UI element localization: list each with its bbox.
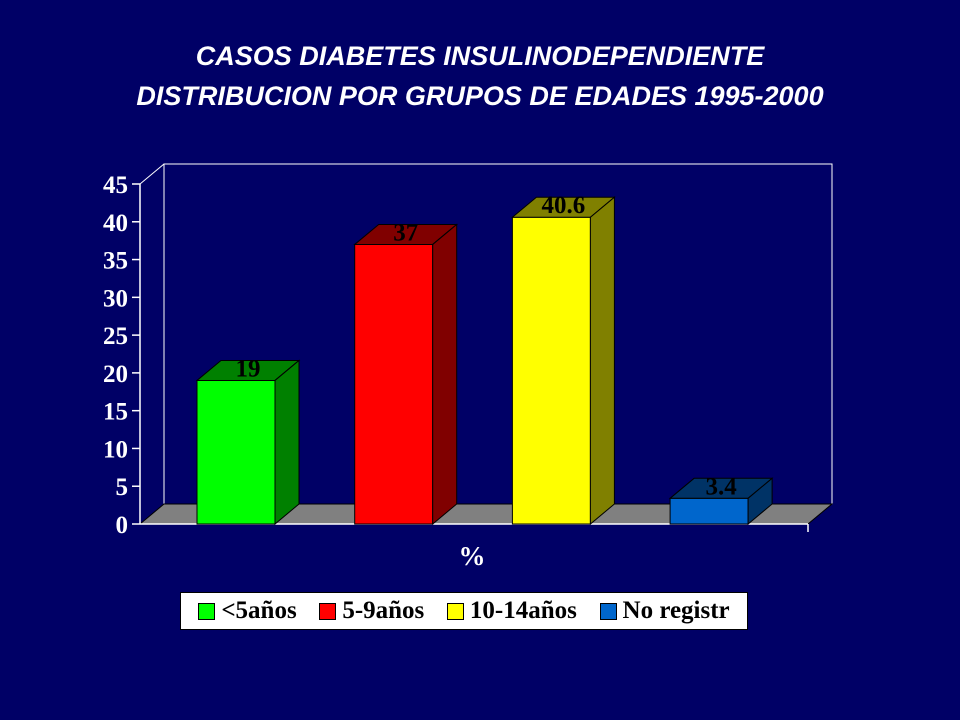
y-tick-label-15: 15 — [103, 399, 128, 426]
bar-side-10-14a-os — [589, 196, 615, 526]
y-tick-label-45: 45 — [103, 172, 128, 199]
legend-label-lt5: <5años — [221, 597, 297, 624]
y-tick-label-40: 40 — [103, 210, 128, 237]
side-wall-top-edge — [139, 163, 165, 185]
data-label-5-9a-os: 37 — [393, 219, 418, 246]
legend-label-no-registr: No registr — [622, 597, 730, 624]
bar-side-lt5a-os — [274, 359, 300, 526]
legend-label-10-14: 10-14años — [469, 597, 577, 624]
bar-lt5a-os — [196, 379, 276, 525]
bar-no-registr — [669, 497, 749, 525]
y-tick-label-10: 10 — [103, 436, 128, 463]
legend: <5años 5-9años 10-14años No registr — [180, 592, 748, 630]
bar-5-9a-os — [354, 243, 434, 525]
bar-side-no-registr — [747, 477, 773, 526]
legend-swatch-5-9 — [319, 602, 337, 620]
y-tick-label-20: 20 — [103, 361, 128, 388]
y-tick-label-5: 5 — [116, 474, 129, 501]
legend-swatch-lt5 — [198, 602, 216, 620]
x-category-label: % — [459, 541, 486, 571]
data-label-lt5a-os: 19 — [236, 355, 261, 382]
legend-swatch-no-registr — [599, 602, 617, 620]
y-tick-label-25: 25 — [103, 323, 128, 350]
legend-item-no-registr: No registr — [599, 597, 730, 625]
bar-side-5-9a-os — [432, 223, 458, 526]
bar-10-14a-os — [511, 216, 591, 525]
title-line-2: DISTRIBUCION POR GRUPOS DE EDADES 1995-2… — [136, 81, 824, 111]
data-label-10-14a-os: 40.6 — [542, 192, 586, 219]
legend-swatch-10-14 — [446, 602, 464, 620]
y-tick-label-35: 35 — [103, 248, 128, 275]
legend-item-5-9: 5-9años — [319, 597, 424, 625]
title-line-1: CASOS DIABETES INSULINODEPENDIENTE — [195, 41, 765, 71]
data-label-no-registr: 3.4 — [705, 473, 737, 500]
legend-item-lt5: <5años — [198, 597, 297, 625]
chart-title: CASOS DIABETES INSULINODEPENDIENTE DISTR… — [0, 36, 960, 116]
legend-label-5-9: 5-9años — [342, 597, 425, 624]
y-tick-label-0: 0 — [116, 512, 129, 539]
y-tick-label-30: 30 — [103, 285, 128, 312]
legend-item-10-14: 10-14años — [446, 597, 577, 625]
